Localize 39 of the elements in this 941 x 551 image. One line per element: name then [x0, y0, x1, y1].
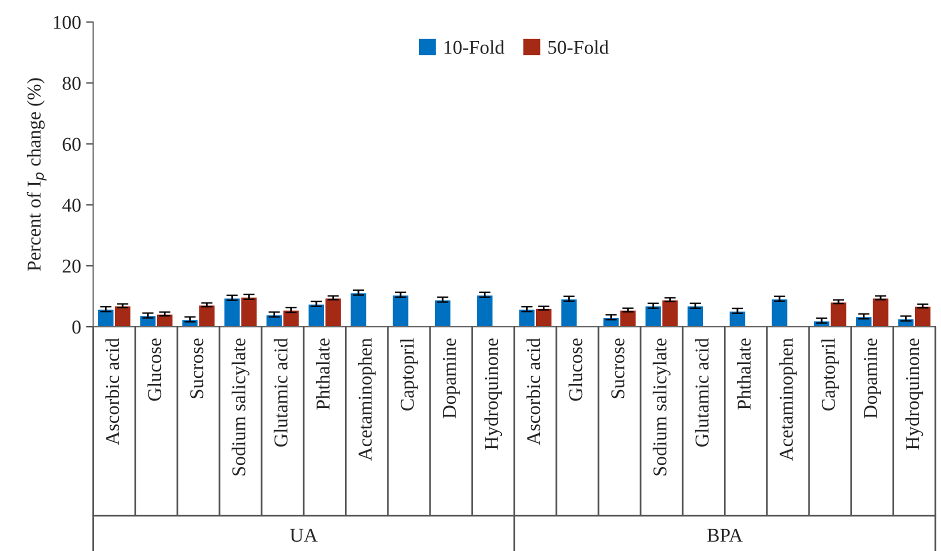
bar — [349, 292, 368, 327]
y-tick-label: 0 — [72, 320, 81, 334]
y-tick-label: 40 — [62, 198, 81, 212]
x-tick-label: Hydroquinone — [905, 338, 924, 450]
x-tick-label: Sucrose — [190, 338, 204, 398]
x-tick-label: Glutamic acid — [274, 338, 288, 447]
x-tick-label: Dopamine — [442, 338, 460, 418]
legend-label: 50-Fold — [548, 40, 609, 54]
x-tick-label: Sucrose — [611, 338, 624, 398]
x-tick-label: Captopril — [400, 338, 418, 411]
x-tick-label: Glutamic acid — [694, 338, 709, 447]
legend-label: 10-Fold — [444, 40, 504, 54]
x-tick-label: Phthalate — [316, 338, 330, 410]
y-tick-label: 100 — [54, 16, 81, 29]
text: BPA — [707, 528, 743, 542]
bar — [560, 298, 578, 327]
y-tick-label: 80 — [62, 76, 81, 90]
bar — [770, 298, 789, 327]
y-tick-label: 60 — [62, 138, 81, 151]
x-tick-label: Ascorbic acid — [526, 338, 540, 446]
x-tick-label: Captopril — [821, 338, 839, 411]
bar — [476, 294, 494, 327]
text: UA — [290, 528, 318, 542]
x-tick-label: Acetaminophen — [358, 338, 376, 461]
bar — [728, 310, 747, 327]
x-tick-label: Sodium salicylate — [232, 338, 250, 476]
x-tick-label: Phthalate — [737, 338, 751, 410]
x-tick-label: Acetaminophen — [779, 338, 797, 461]
x-tick-label: Ascorbic acid — [105, 338, 120, 446]
bar — [434, 298, 452, 327]
y-axis-title: Percent of I$_{p}$ change (%) — [26, 78, 47, 271]
x-tick-label: Hydroquinone — [484, 338, 502, 450]
x-tick-label: Sodium salicylate — [652, 338, 670, 476]
y-tick-label: 20 — [62, 260, 81, 273]
x-tick-label: Glucose — [148, 338, 162, 401]
bar — [686, 305, 704, 327]
x-tick-label: Glucose — [568, 338, 582, 401]
x-tick-label: Dopamine — [864, 338, 882, 418]
bar — [391, 294, 410, 327]
